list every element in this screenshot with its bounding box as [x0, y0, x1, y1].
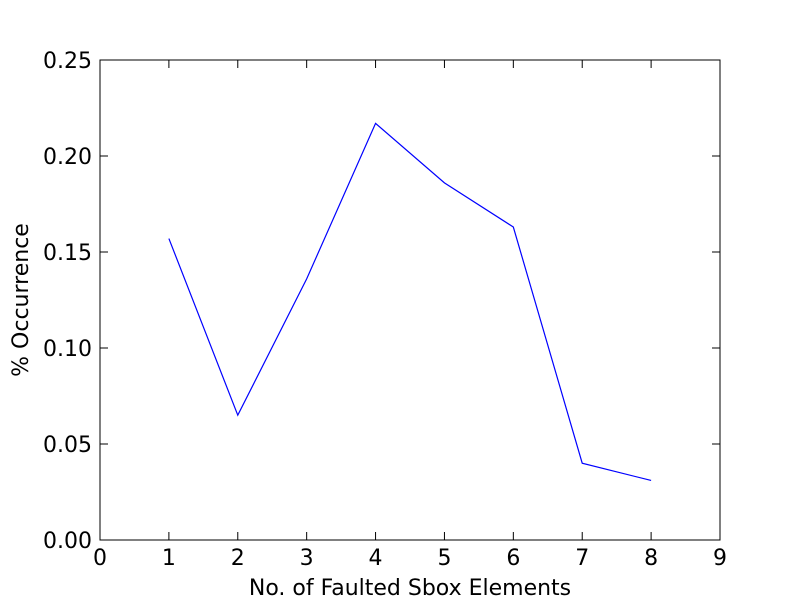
x-tick-label: 4: [369, 546, 383, 571]
x-tick-label: 0: [93, 546, 107, 571]
y-tick-label: 0.10: [43, 337, 92, 362]
tick-labels: 0 1 2 3 4 5 6 7 8 9 0.00 0.05 0.10 0.15 0.20 0.25: [43, 49, 727, 571]
x-tick-label: 8: [644, 546, 658, 571]
plot-area: [168, 122, 652, 482]
y-axis-label: % Occurrence: [9, 223, 34, 377]
x-tick-label: 5: [437, 546, 451, 571]
x-tick-label: 3: [300, 546, 314, 571]
x-tick-label: 7: [575, 546, 589, 571]
y-tick-label: 0.00: [43, 529, 92, 554]
y-tick-label: 0.15: [43, 241, 92, 266]
x-axis-label: No. of Faulted Sbox Elements: [249, 576, 571, 600]
y-tick-label: 0.05: [43, 433, 92, 458]
x-tick-label: 9: [713, 546, 727, 571]
series-line: [168, 122, 652, 482]
y-tick-label: 0.20: [43, 145, 92, 170]
x-tick-label: 2: [231, 546, 245, 571]
x-tick-label: 1: [162, 546, 176, 571]
plot-frame: [99, 59, 721, 541]
y-tick-label: 0.25: [43, 49, 92, 74]
x-tick-label: 6: [506, 546, 520, 571]
